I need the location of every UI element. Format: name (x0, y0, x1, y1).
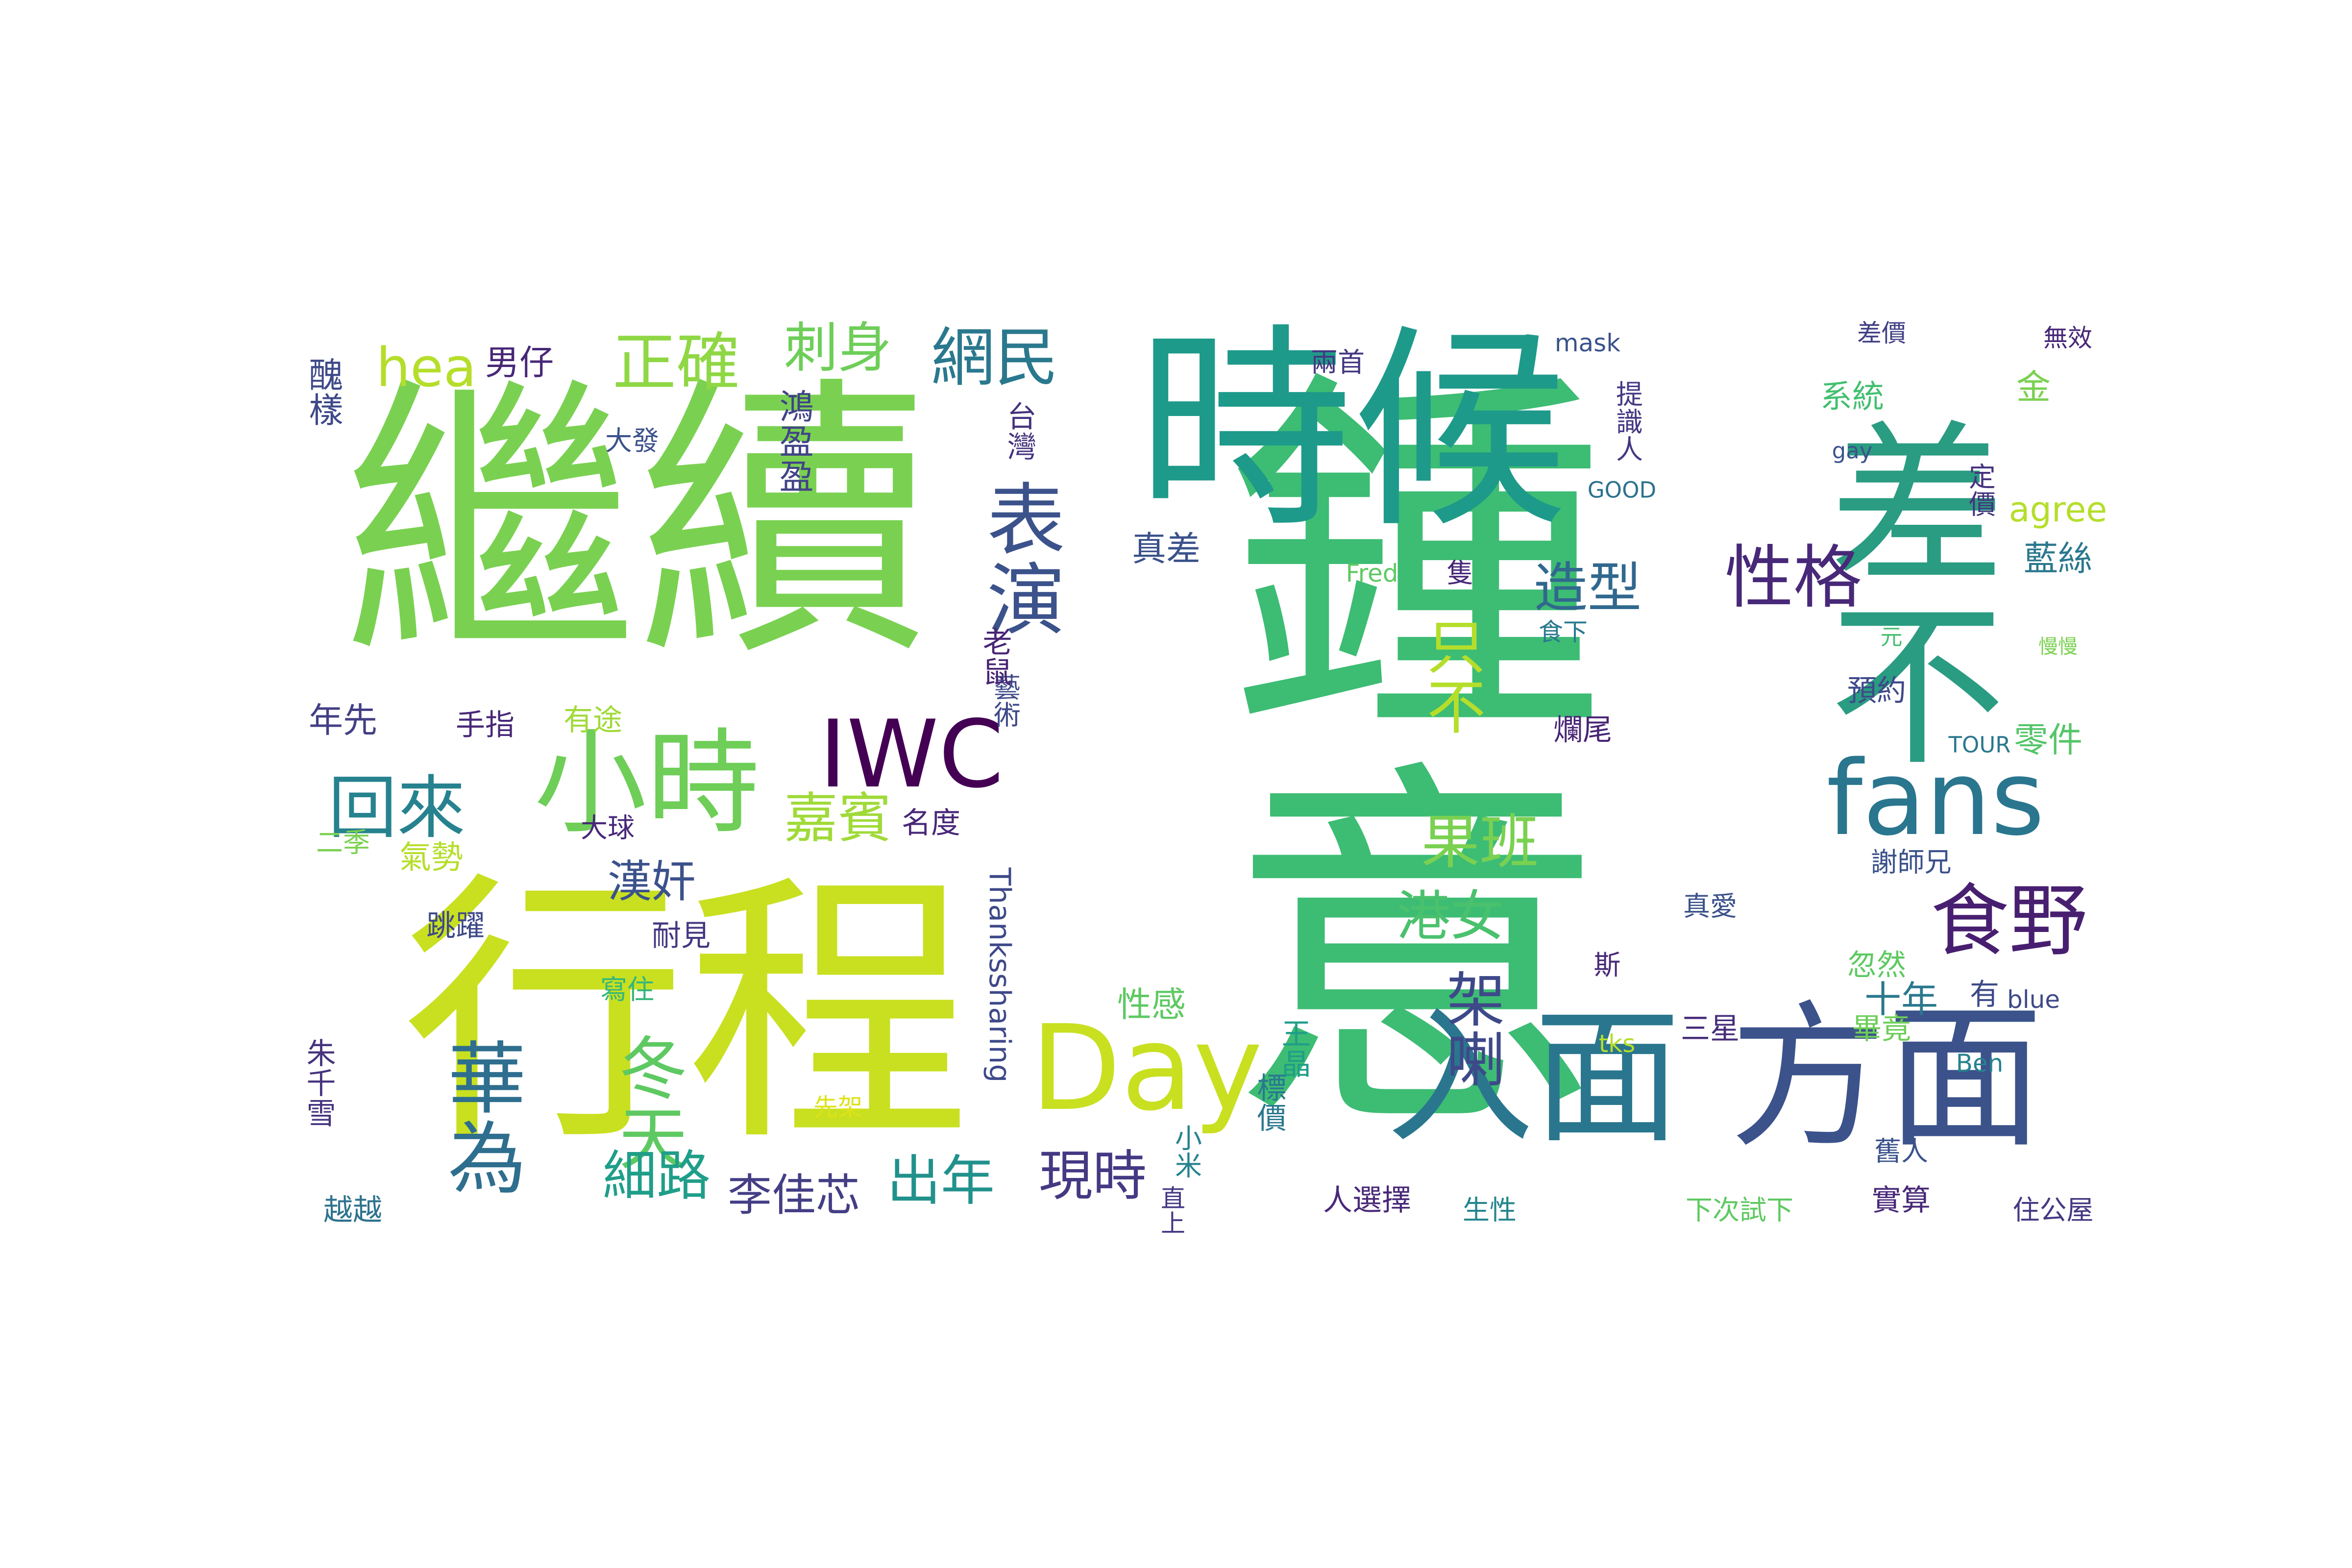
word-jixu: 繼續 (343, 353, 931, 695)
word-yueyue: 越越 (323, 1193, 382, 1227)
word-fred: Fred (1346, 559, 1398, 588)
word-xieshixiong: 謝師兄 (1870, 846, 1952, 878)
word-qishi: 氣勢 (399, 839, 464, 876)
word-zhugongwu: 住公屋 (2012, 1194, 2094, 1226)
word-dingjia: 定價 (1964, 462, 1996, 518)
word-hea: hea (376, 336, 477, 399)
word-xingge: 性格 (1724, 538, 1862, 618)
word-nanzai: 男仔 (485, 343, 554, 383)
word-huran: 忽然 (1847, 948, 1906, 982)
word-lanwei: 爛尾 (1553, 713, 1612, 747)
word-daqiu: 大球 (580, 812, 635, 844)
word-zhengque: 正確 (612, 325, 740, 400)
word-agree: agree (2009, 490, 2107, 530)
word-xilu: 細路 (603, 1145, 710, 1207)
word-biaoyan: 表演 (974, 478, 1065, 639)
word-day: Day (1030, 1000, 1263, 1137)
word-thankssharing: Thankssharing (982, 867, 1017, 1083)
word-cishen: 刺身 (784, 317, 892, 379)
word-jiuren: 舊人 (1874, 1135, 1929, 1167)
word-tishiren: 提識人 (1611, 380, 1643, 463)
word-dafa: 大發 (605, 425, 660, 457)
word-renxuanze: 人選擇 (1323, 1183, 1411, 1218)
word-zhenai: 真愛 (1683, 890, 1738, 922)
word-sanxing: 三星 (1681, 1012, 1740, 1046)
word-chunian: 出年 (887, 1150, 995, 1212)
word-xingcheng: 行程 (402, 849, 970, 1179)
word-jiala: 架喇 (1436, 969, 1504, 1089)
word-xiaomi: 小米 (1170, 1124, 1202, 1179)
word-mask: mask (1554, 329, 1621, 357)
word-wangjing: 王晶 (1276, 1018, 1311, 1079)
word-blue: blue (2007, 985, 2060, 1014)
word-wangmin: 網民 (931, 320, 1059, 395)
word-lingjian: 零件 (2014, 720, 2082, 760)
word-zhuqianxue: 朱千雪 (301, 1038, 336, 1128)
word-shengxing: 生性 (1462, 1194, 1517, 1226)
word-nianxian: 年先 (309, 700, 377, 740)
word-xiacishixia: 下次試下 (1685, 1194, 1794, 1226)
word-gangnv: 港女 (1396, 885, 1504, 948)
word-manman: 慢慢 (2038, 636, 2078, 658)
word-shiye: 食野 (1930, 875, 2088, 967)
word-ben: Ben (1956, 1049, 2004, 1078)
word-xitong: 系統 (1820, 378, 1885, 416)
word-shouzhi: 手指 (456, 708, 514, 742)
word-naijian: 耐見 (652, 919, 710, 953)
word-laoshu: 老鼠 (978, 626, 1012, 687)
word-huawei: 華為 (435, 1037, 526, 1198)
word-fangmian: 方面 (1730, 987, 2043, 1169)
word-shihou: 時候 (1137, 306, 1568, 557)
word-xianjia: 先架 (813, 1093, 862, 1122)
word-chajia: 差價 (1857, 319, 1906, 347)
word-yuan: 元 (1880, 624, 1903, 650)
word-zhencha: 真差 (1132, 529, 1200, 569)
word-biaojia: 標價 (1252, 1072, 1286, 1133)
word-shinian: 十年 (1864, 978, 1938, 1021)
word-lansi: 藍絲 (2024, 539, 2092, 579)
word-gay: gay (1832, 438, 1873, 464)
word-zhishang: 直上 (1157, 1185, 1185, 1235)
word-shixia: 食下 (1539, 618, 1588, 646)
word-hongyingying: 鴻盈盈 (774, 388, 814, 494)
word-good: GOOD (1587, 477, 1657, 503)
word-iwc: IWC (819, 700, 1004, 808)
word-xiaoshi: 小時 (534, 718, 760, 849)
word-jiabin: 嘉賓 (784, 787, 892, 850)
word-chabu: 差不 (1799, 413, 2004, 773)
word-xinggan: 性感 (1117, 984, 1186, 1025)
word-bijing: 畢竟 (1852, 1012, 1911, 1046)
word-chouyang: 醜樣 (303, 357, 343, 427)
word-zhongyi: 鍾意 (1159, 360, 1604, 1140)
word-zhibu: 只不 (1417, 616, 1485, 736)
word-you: 有 (1970, 978, 1999, 1012)
word-dongtian: 冬天 (607, 1032, 687, 1173)
word-fans: fans (1826, 738, 2045, 858)
word-lijiaxin: 李佳芯 (728, 1170, 860, 1221)
word-rumian: 入面 (1387, 992, 1681, 1163)
word-hanjian: 漢奸 (608, 856, 696, 907)
word-erji: 二季 (316, 827, 370, 858)
word-si: 斯 (1593, 949, 1621, 981)
word-huilai: 回來 (328, 768, 466, 848)
word-liangshou: 兩首 (1310, 346, 1365, 378)
word-shisuan: 實算 (1872, 1183, 1931, 1218)
word-yishu: 藝術 (989, 673, 1021, 729)
word-guoban: 果班 (1421, 808, 1539, 877)
word-xiezhu: 寫住 (600, 974, 655, 1005)
word-taiwan: 台灣 (1002, 401, 1036, 462)
word-youtu: 有途 (564, 703, 622, 737)
word-zaoxing: 造型 (1534, 557, 1642, 619)
word-mingdu: 名度 (902, 806, 960, 840)
word-zhi: 隻 (1446, 557, 1474, 589)
word-wuxiao: 無效 (2043, 324, 2092, 352)
word-yuyue: 預約 (1847, 674, 1906, 708)
word-jin: 金 (2016, 367, 2051, 407)
word-tiaoyue: 跳躍 (426, 909, 485, 943)
word-tks: tks (1598, 1029, 1636, 1058)
word-xianshi: 現時 (1039, 1145, 1147, 1207)
word-tour: TOUR (1948, 732, 2011, 758)
